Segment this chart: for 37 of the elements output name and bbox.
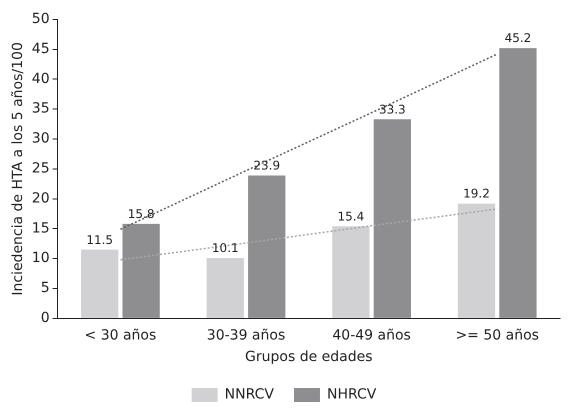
data-label: 33.3: [378, 102, 406, 116]
data-label: 15.4: [338, 209, 364, 224]
y-tick-label: 45: [32, 40, 50, 57]
data-label: 19.2: [463, 186, 490, 201]
data-label: 15.8: [128, 207, 154, 222]
y-tick-label: 15: [32, 220, 50, 236]
line-series: [120, 53, 498, 230]
bar: [248, 175, 286, 318]
x-tick-label: 40-49 años: [332, 327, 411, 344]
y-tick-label: 40: [32, 70, 50, 87]
data-label: 10.1: [212, 241, 239, 256]
bar: [374, 119, 411, 318]
data-label: 45.2: [504, 31, 532, 46]
y-tick-label: 30: [32, 130, 50, 147]
y-tick-label: 50: [32, 11, 50, 28]
bar: [499, 48, 537, 318]
y-tick-label: 25: [32, 160, 50, 177]
x-tick-label: 30-39 años: [206, 327, 286, 344]
bar: [206, 258, 244, 318]
y-tick-label: 5: [40, 280, 50, 296]
y-axis-title: Inciedencia de HTA a los 5 años/100: [10, 42, 26, 296]
y-tick-label: 35: [32, 100, 50, 117]
y-tick-label: 10: [32, 250, 50, 266]
bar: [332, 226, 370, 318]
legend-label: NHRCV: [326, 386, 377, 403]
data-label: 23.9: [253, 158, 280, 173]
x-axis-title: Grupos de edades: [245, 349, 373, 366]
y-tick-label: 20: [32, 190, 50, 206]
bar: [122, 224, 160, 318]
data-label: 11.5: [86, 232, 114, 247]
bar: [458, 204, 496, 318]
line-series: [120, 208, 498, 261]
x-tick-label: < 30 años: [84, 327, 156, 344]
bar: [81, 250, 118, 318]
legend-label: NNRCV: [224, 386, 274, 403]
x-tick-label: >= 50 años: [455, 327, 539, 344]
y-tick-label: 0: [40, 310, 50, 326]
